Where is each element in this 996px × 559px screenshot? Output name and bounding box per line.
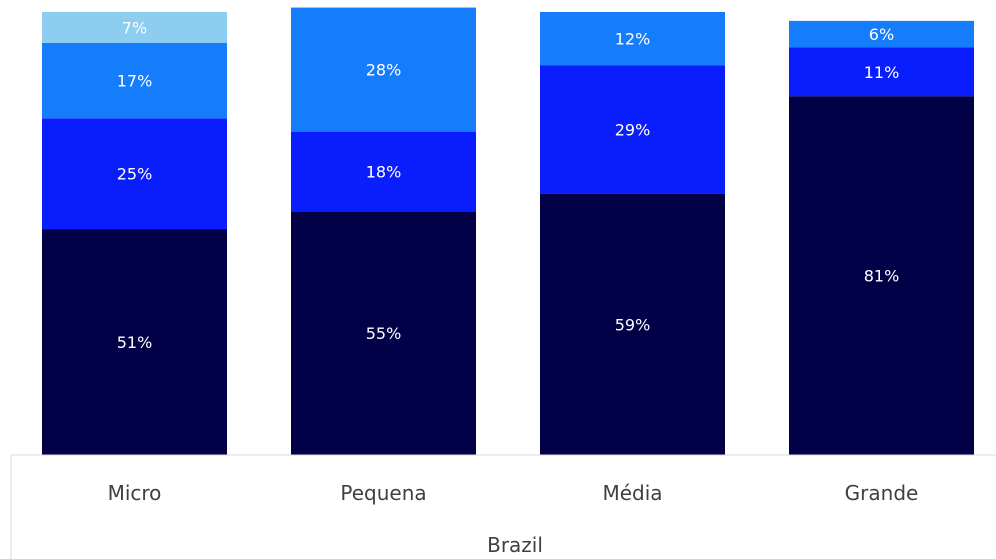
category-labels: Micro Pequena Média Grande [108,481,919,505]
data-label-grande-2: 11% [864,63,900,82]
bar-segment-micro-1 [42,229,227,455]
bars-group: 51% 25% 17% 7% 55% 18% 28% 59% 29% 12% 81% 11% 6% [42,7,974,456]
category-label-micro: Micro [108,481,162,505]
bar-segment-media-2 [540,65,725,194]
bar-segment-pequena-1 [291,211,476,455]
data-label-pequena-1: 55% [366,324,402,343]
data-label-media-3: 12% [615,30,651,49]
data-label-micro-1: 51% [117,333,153,352]
bar-segment-micro-2 [42,118,227,230]
category-axis [10,454,996,559]
data-label-micro-3: 17% [117,72,153,91]
bar-segment-micro-4 [42,12,227,44]
category-label-media: Média [602,481,662,505]
data-label-pequena-2: 18% [366,162,402,181]
bar-segment-media-3 [540,12,725,66]
bar-segment-grande-3 [789,20,974,48]
category-label-grande: Grande [845,481,919,505]
category-label-pequena: Pequena [340,481,426,505]
data-label-grande-3: 6% [869,25,894,44]
data-label-micro-4: 7% [122,19,147,38]
data-label-media-2: 29% [615,120,651,139]
group-label: Brazil [487,533,543,557]
bar-segment-media-1 [540,193,725,455]
bar-segment-pequena-3 [291,7,476,132]
data-label-grande-1: 81% [864,267,900,286]
data-label-micro-2: 25% [117,165,153,184]
data-label-pequena-3: 28% [366,61,402,80]
bar-segment-grande-1 [789,96,974,456]
bar-segment-grande-2 [789,47,974,97]
data-label-media-1: 59% [615,315,651,334]
bar-segment-pequena-2 [291,131,476,212]
bar-segment-micro-3 [42,43,227,119]
